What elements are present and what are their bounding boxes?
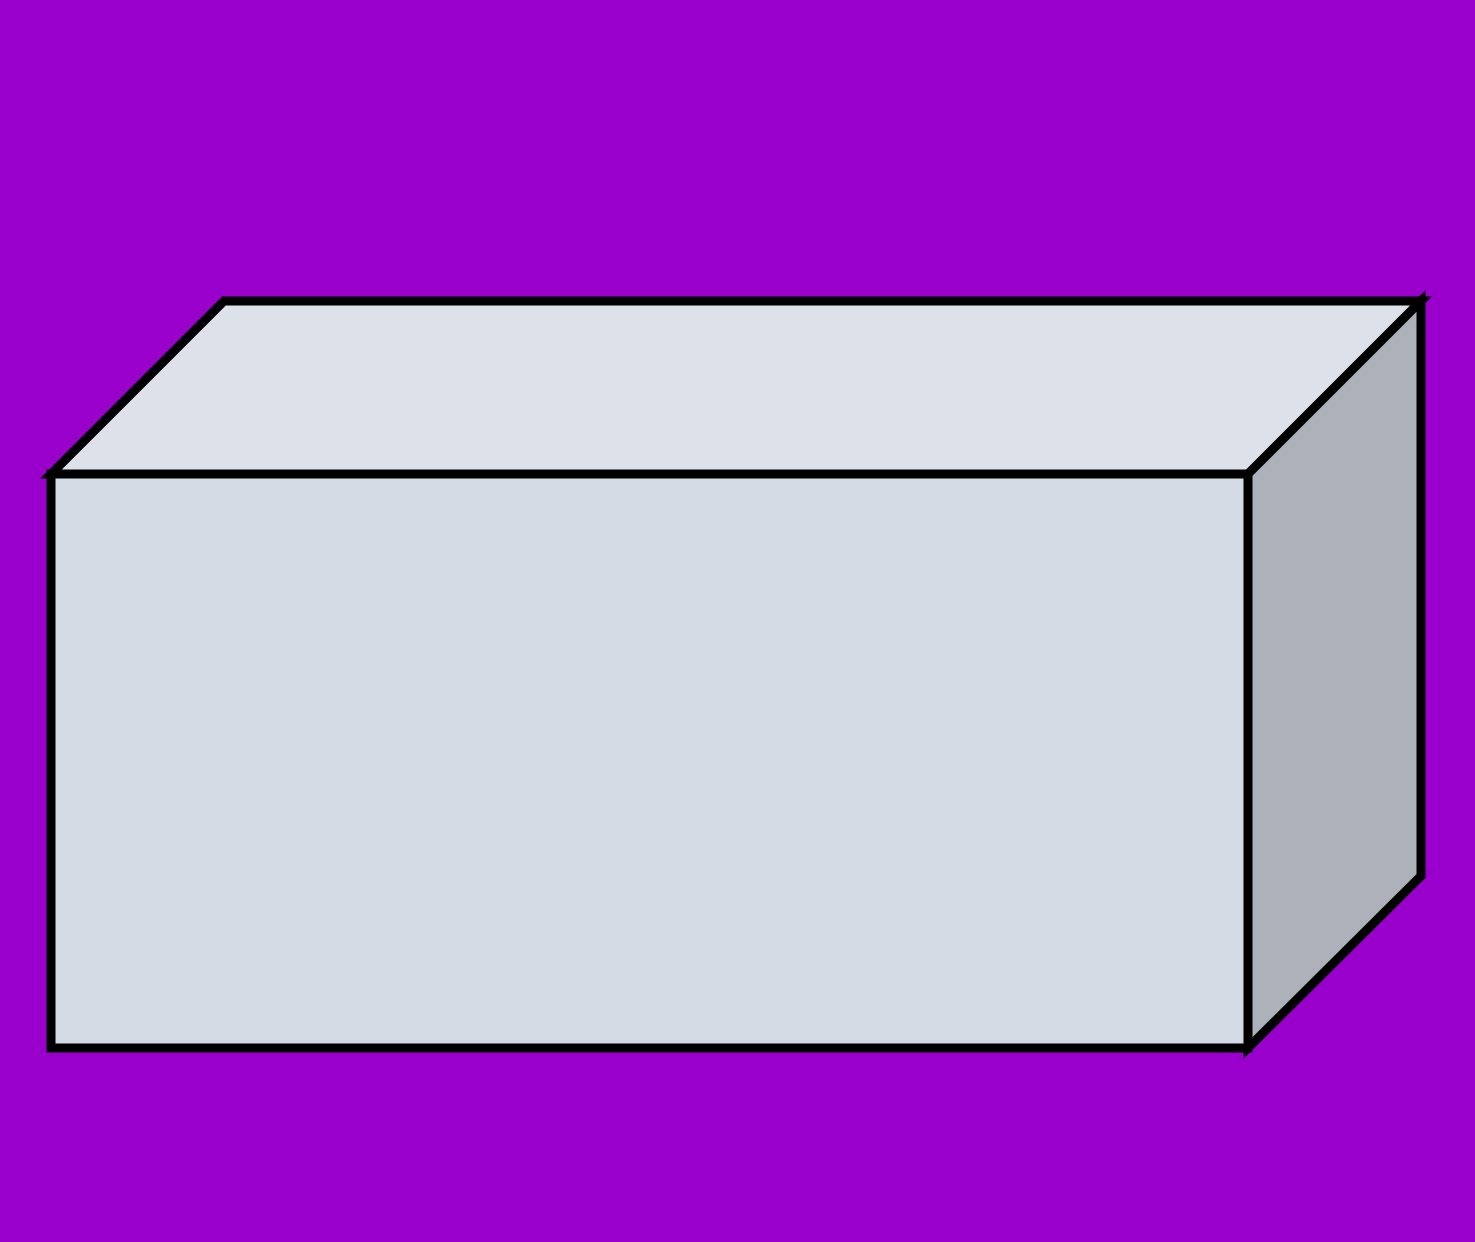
prism-top-face bbox=[40, 296, 1432, 479]
prism-front-face bbox=[46, 469, 1253, 1053]
rectangular-prism bbox=[40, 290, 1432, 1059]
